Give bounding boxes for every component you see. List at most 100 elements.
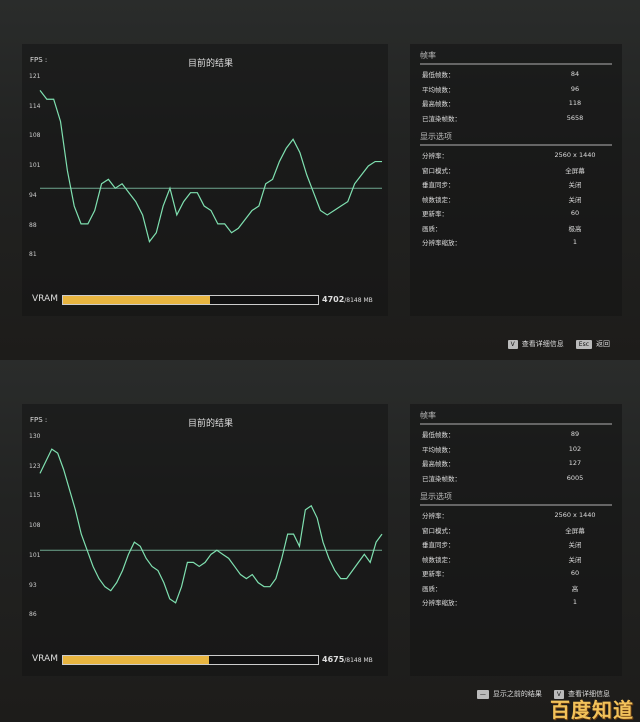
setting-value: 2560 x 1440: [554, 151, 596, 160]
footer-button-label: 查看详细信息: [521, 340, 564, 348]
y-tick-label: 114: [29, 102, 41, 110]
watermark-logo: 百度知道: [550, 698, 634, 722]
y-tick-label: 94: [29, 191, 37, 199]
setting-value: 2560 x 1440: [554, 511, 596, 520]
fps-chart-panel: FPS : 目前的结果 130 123 115 108 101 93 86 VRAM 4675…: [22, 404, 388, 676]
footer-actions: — 显示之前的结果 V 查看详细信息: [476, 690, 610, 699]
y-tick-label: 130: [29, 433, 41, 440]
y-tick-label: 108: [29, 522, 41, 530]
footer-button[interactable]: — 显示之前的结果: [476, 690, 542, 699]
benchmark-screen: FPS : 目前的结果 121 114 108 101 94 88 81 VRAM 4702/…: [0, 0, 640, 360]
setting-label: 画质：: [422, 224, 442, 233]
fps-series-line: [39, 89, 382, 243]
footer-button-label: 查看详细信息: [568, 690, 610, 698]
setting-label: 更新率：: [422, 210, 448, 219]
framerate-heading: 帧率: [420, 410, 612, 425]
benchmark-screen: FPS : 目前的结果 130 123 115 108 101 93 86 VRAM 4675…: [0, 360, 640, 720]
setting-label: 画质：: [422, 584, 442, 593]
setting-row: 画质： 高: [410, 581, 622, 596]
fps-series-line: [39, 448, 383, 604]
stat-value: 84: [570, 70, 580, 79]
stat-row: 平均帧数： 96: [410, 82, 622, 97]
y-tick-label: 101: [29, 551, 41, 559]
footer-button-label: 返回: [596, 340, 610, 348]
setting-value: 关闭: [568, 195, 582, 204]
setting-value: 全屏幕: [565, 526, 585, 535]
chart-title: 目前的结果: [188, 419, 234, 429]
setting-row: 分辨率： 2560 x 1440: [410, 508, 622, 523]
fps-chart-panel: FPS : 目前的结果 121 114 108 101 94 88 81 VRAM 4702/…: [22, 44, 388, 316]
footer-button[interactable]: V 查看详细信息: [507, 340, 564, 349]
y-tick-label: 108: [29, 132, 41, 140]
key-hint: V: [507, 340, 518, 349]
y-tick-label: 101: [29, 162, 41, 170]
stat-label: 最高帧数：: [422, 100, 455, 109]
setting-value: 高: [571, 584, 579, 593]
setting-row: 画质： 极高: [410, 221, 622, 236]
setting-row: 垂直同步： 关闭: [410, 177, 622, 192]
y-tick-label: 93: [29, 581, 37, 589]
setting-label: 垂直同步：: [422, 181, 455, 190]
setting-value: 60: [570, 569, 580, 578]
stat-value: 127: [568, 459, 582, 468]
vram-value: 4675/8148 MB: [322, 655, 373, 664]
setting-row: 窗口模式： 全屏幕: [410, 163, 622, 178]
vram-fill: [63, 656, 210, 664]
key-hint: Esc: [575, 340, 592, 349]
stat-row: 平均帧数： 102: [410, 442, 622, 457]
stat-row: 已渲染帧数： 5658: [410, 111, 622, 126]
setting-value: 极高: [568, 224, 582, 233]
vram-bar: [62, 295, 319, 305]
footer-button-label: 显示之前的结果: [492, 690, 542, 698]
display-options-heading: 显示选项: [420, 131, 612, 146]
vram-fill: [63, 296, 211, 304]
setting-value: 关闭: [568, 555, 582, 564]
stat-value: 6005: [566, 473, 584, 482]
setting-row: 分辨率缩放： 1: [410, 235, 622, 250]
fps-axis-label: FPS :: [30, 416, 48, 424]
vram-label: VRAM: [32, 294, 58, 304]
footer-button[interactable]: V 查看详细信息: [553, 690, 610, 699]
setting-label: 分辨率缩放：: [422, 599, 461, 608]
footer-button[interactable]: Esc 返回: [575, 340, 610, 349]
setting-value: 关闭: [568, 181, 582, 190]
stat-label: 最低帧数：: [422, 71, 455, 80]
vram-value: 4702/8148 MB: [322, 295, 373, 304]
y-tick-label: 123: [29, 462, 41, 470]
setting-row: 分辨率缩放： 1: [410, 595, 622, 610]
setting-label: 垂直同步：: [422, 541, 455, 550]
vram-label: VRAM: [32, 654, 58, 664]
stat-row: 最高帧数： 118: [410, 96, 622, 111]
y-tick-label: 86: [29, 611, 37, 619]
key-hint: —: [476, 690, 489, 699]
framerate-heading: 帧率: [420, 50, 612, 65]
stat-value: 96: [570, 84, 580, 93]
setting-row: 更新率： 60: [410, 206, 622, 221]
stat-label: 最高帧数：: [422, 460, 455, 469]
stat-value: 102: [568, 444, 582, 453]
stat-row: 最低帧数： 89: [410, 427, 622, 442]
fps-line-chart: [39, 448, 383, 604]
stat-label: 平均帧数：: [422, 445, 455, 454]
setting-row: 更新率： 60: [410, 566, 622, 581]
stat-value: 5658: [566, 113, 584, 122]
fps-line-chart: [39, 89, 382, 243]
setting-label: 窗口模式：: [422, 166, 455, 175]
setting-value: 全屏幕: [565, 166, 585, 175]
chart-title: 目前的结果: [188, 59, 234, 69]
y-tick-label: 115: [29, 492, 41, 500]
y-tick-label: 81: [29, 251, 37, 259]
setting-label: 分辨率：: [422, 152, 448, 161]
y-tick-label: 121: [29, 73, 41, 80]
fps-axis-label: FPS :: [30, 56, 48, 64]
stat-label: 已渲染帧数：: [422, 114, 461, 123]
stat-row: 最高帧数： 127: [410, 456, 622, 471]
footer-actions: V 查看详细信息 Esc 返回: [507, 340, 610, 349]
display-options-heading: 显示选项: [420, 491, 612, 506]
setting-row: 垂直同步： 关闭: [410, 537, 622, 552]
stat-row: 已渲染帧数： 6005: [410, 471, 622, 486]
setting-label: 窗口模式：: [422, 526, 455, 535]
setting-row: 分辨率： 2560 x 1440: [410, 148, 622, 163]
y-tick-label: 88: [29, 221, 37, 229]
setting-label: 帧数锁定：: [422, 555, 455, 564]
